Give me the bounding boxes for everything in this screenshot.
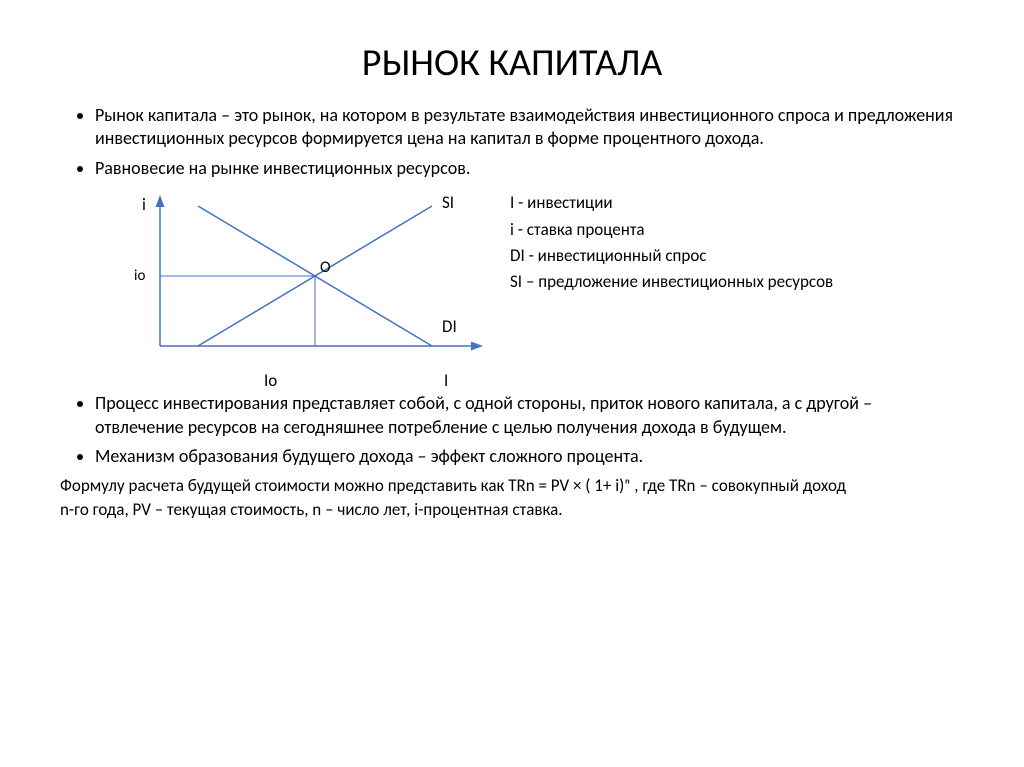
equilibrium-chart: i SI io O DI	[120, 186, 490, 366]
si-label: SI	[442, 192, 454, 213]
bullet-item: Равновесие на рынке инвестиционных ресур…	[95, 157, 964, 180]
bullet-item: Процесс инвестирования представляет собо…	[95, 392, 964, 439]
formula-line1: Формулу расчета будущей стоимости можно …	[60, 475, 846, 496]
bullet-item: Рынок капитала – это рынок, на котором в…	[95, 104, 964, 151]
io-x-label: Io	[264, 370, 277, 391]
bullet-item: Механизм образования будущего дохода – э…	[95, 445, 964, 468]
i-x-label: I	[444, 370, 448, 391]
legend-item: I - инвестиции	[510, 190, 833, 216]
formula-line2: n-го года, PV – текущая стоимость, n – ч…	[60, 499, 563, 520]
legend-item: i - ставка процента	[510, 217, 833, 243]
di-label: DI	[442, 316, 457, 337]
x-axis-labels: Io I	[120, 370, 964, 392]
bullet-list-top: Рынок капитала – это рынок, на котором в…	[60, 104, 964, 180]
y-axis-label: i	[142, 194, 146, 215]
legend-item: SI – предложение инвестиционных ресурсов	[510, 269, 833, 295]
formula-text: Формулу расчета будущей стоимости можно …	[60, 474, 964, 522]
io-label: io	[134, 267, 145, 285]
legend-item: DI - инвестиционный спрос	[510, 243, 833, 269]
bullet-list-bottom: Процесс инвестирования представляет собо…	[60, 392, 964, 468]
page-title: РЫНОК КАПИТАЛА	[60, 40, 964, 86]
chart-and-legend: i SI io O DI I - инвестиции i - ставка п…	[120, 186, 964, 366]
chart-legend: I - инвестиции i - ставка процента DI - …	[510, 186, 833, 295]
o-label: O	[320, 258, 331, 277]
